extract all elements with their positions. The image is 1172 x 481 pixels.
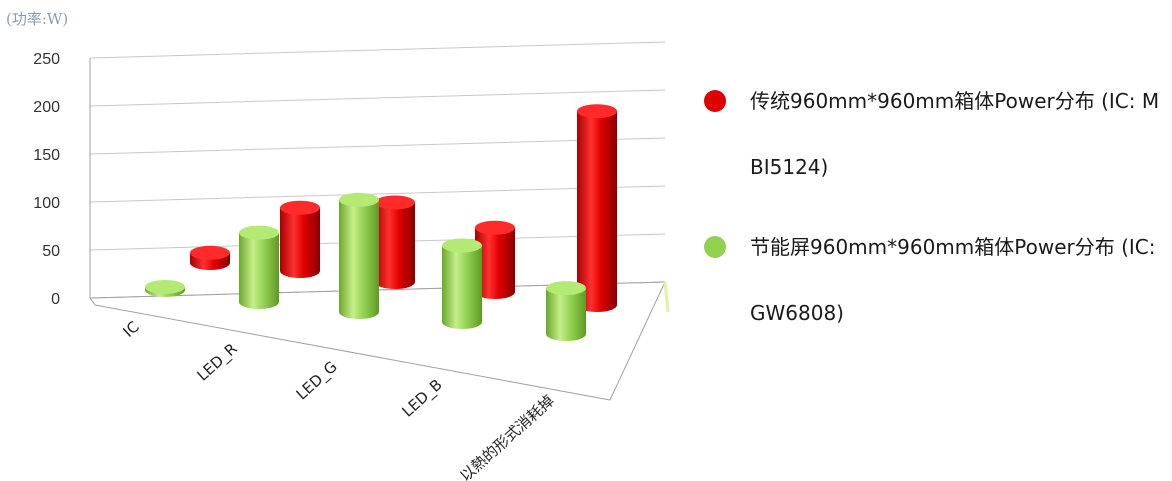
y-tick-label: 0: [51, 291, 60, 308]
green-cylinder-bar: [339, 192, 379, 319]
y-tick-label: 150: [33, 147, 60, 164]
green-cylinder-bar: [239, 225, 279, 309]
category-labels: IC LED_R LED_G LED_B 以熱的形式消耗掉: [120, 318, 558, 481]
x-category-label: LED_B: [399, 376, 447, 422]
y-axis-ticks: 0 50 100 150 200 250: [33, 51, 60, 308]
legend-green-dot: [704, 236, 726, 258]
legend-label-traditional: 传统960mm*960mm箱体Power分布 (IC: MBI5124): [750, 89, 1160, 179]
legend: 传统960mm*960mm箱体Power分布 (IC: MBI5124) 节能屏…: [700, 68, 1172, 360]
y-tick-label: 100: [33, 195, 60, 212]
y-tick-label: 50: [42, 243, 60, 260]
green-cylinder-bar: [546, 281, 586, 341]
x-category-label: IC: [120, 318, 143, 341]
x-category-label: LED_R: [193, 340, 241, 386]
red-cylinder-bar: [190, 245, 230, 270]
red-cylinder-bar: [280, 200, 320, 278]
legend-item-energy-saving: 节能屏960mm*960mm箱体Power分布 (IC: GW6808): [700, 214, 1172, 346]
unit-label: (功率:W): [6, 10, 68, 28]
green-cylinder-bar: [442, 238, 482, 329]
cylinder-bars: [145, 104, 617, 341]
x-category-label: 以熱的形式消耗掉: [456, 392, 557, 481]
legend-item-traditional: 传统960mm*960mm箱体Power分布 (IC: MBI5124): [700, 68, 1172, 200]
legend-label-energy-saving: 节能屏960mm*960mm箱体Power分布 (IC: GW6808): [750, 235, 1156, 325]
red-cylinder-bar: [475, 220, 515, 299]
y-tick-label: 250: [33, 51, 60, 68]
y-tick-label: 200: [33, 99, 60, 116]
green-cylinder-bar: [145, 279, 185, 297]
legend-red-dot: [704, 90, 726, 112]
red-cylinder-bar: [577, 104, 617, 312]
x-category-label: LED_G: [293, 358, 342, 405]
red-cylinder-bar: [375, 195, 415, 289]
